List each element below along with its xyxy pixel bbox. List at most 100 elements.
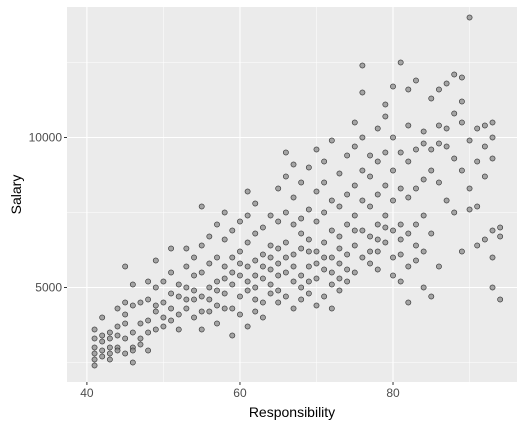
- data-point: [160, 323, 167, 330]
- data-point: [374, 221, 381, 228]
- data-point: [344, 152, 351, 159]
- data-point: [129, 329, 136, 336]
- data-point: [244, 287, 251, 294]
- grid-minor: [67, 7, 517, 382]
- data-point: [497, 224, 504, 231]
- data-point: [436, 122, 442, 129]
- data-point: [367, 260, 373, 267]
- data-point: [237, 218, 243, 225]
- data-point: [275, 299, 282, 306]
- data-point: [290, 263, 297, 270]
- y-axis: 5000 10000: [29, 131, 67, 295]
- data-point: [413, 221, 419, 228]
- x-tick-label: 80: [386, 386, 400, 400]
- data-point: [390, 134, 396, 141]
- data-point: [91, 344, 98, 351]
- data-point: [390, 254, 396, 261]
- data-point: [413, 242, 419, 249]
- data-point: [275, 287, 282, 294]
- data-point: [321, 158, 328, 165]
- data-point: [359, 62, 366, 69]
- data-point: [145, 347, 152, 354]
- data-point: [175, 293, 182, 300]
- data-point: [305, 290, 312, 297]
- data-point: [91, 326, 98, 333]
- data-point: [397, 59, 404, 66]
- data-point: [290, 221, 297, 228]
- data-point: [328, 137, 335, 144]
- data-point: [91, 356, 98, 363]
- data-point: [420, 284, 427, 291]
- data-point: [481, 143, 488, 150]
- x-axis-title: Responsibility: [249, 404, 335, 420]
- data-point: [474, 158, 481, 165]
- data-point: [458, 74, 465, 81]
- data-point: [489, 227, 496, 234]
- data-point: [267, 281, 274, 288]
- data-point: [260, 224, 266, 231]
- data-point: [152, 308, 159, 315]
- data-point: [428, 146, 435, 153]
- data-point: [267, 212, 274, 219]
- data-point: [260, 263, 266, 270]
- data-point: [237, 260, 243, 267]
- data-point: [458, 119, 465, 126]
- data-point: [313, 302, 320, 309]
- data-point: [497, 233, 504, 240]
- data-point: [367, 203, 373, 210]
- data-point: [260, 299, 266, 306]
- data-point: [206, 296, 213, 303]
- data-point: [168, 245, 174, 252]
- data-point: [106, 350, 113, 357]
- data-point: [489, 134, 496, 141]
- data-point: [497, 296, 504, 303]
- data-point: [298, 179, 305, 186]
- data-point: [466, 185, 473, 192]
- data-point: [114, 323, 121, 330]
- data-point: [260, 275, 266, 282]
- data-point: [305, 263, 312, 270]
- data-point: [428, 167, 435, 174]
- data-point: [405, 86, 412, 93]
- data-point: [481, 122, 488, 129]
- data-point: [420, 128, 427, 135]
- data-point: [129, 359, 136, 366]
- data-point: [336, 287, 343, 294]
- data-point: [359, 227, 366, 234]
- data-points: [91, 14, 504, 369]
- data-point: [282, 149, 289, 156]
- data-point: [305, 248, 312, 255]
- data-point: [137, 320, 144, 327]
- data-point: [252, 230, 259, 237]
- data-point: [152, 302, 159, 309]
- data-point: [198, 308, 205, 315]
- data-point: [367, 233, 373, 240]
- data-point: [298, 245, 305, 252]
- data-point: [474, 242, 481, 249]
- data-point: [160, 299, 167, 306]
- data-point: [443, 125, 450, 132]
- data-point: [359, 197, 366, 204]
- data-point: [390, 197, 396, 204]
- data-point: [198, 293, 205, 300]
- data-point: [275, 260, 282, 267]
- data-point: [374, 191, 381, 198]
- data-point: [152, 326, 159, 333]
- data-point: [122, 335, 129, 342]
- data-point: [466, 206, 473, 213]
- data-point: [129, 347, 136, 354]
- data-point: [344, 191, 351, 198]
- data-point: [214, 278, 220, 285]
- data-point: [382, 212, 389, 219]
- data-point: [321, 254, 328, 261]
- data-point: [313, 260, 320, 267]
- data-point: [367, 248, 373, 255]
- data-point: [152, 257, 159, 264]
- data-point: [267, 290, 274, 297]
- data-point: [344, 221, 351, 228]
- data-point: [413, 146, 419, 153]
- data-point: [244, 212, 251, 219]
- data-point: [106, 335, 113, 342]
- data-point: [458, 248, 465, 255]
- data-point: [229, 281, 236, 288]
